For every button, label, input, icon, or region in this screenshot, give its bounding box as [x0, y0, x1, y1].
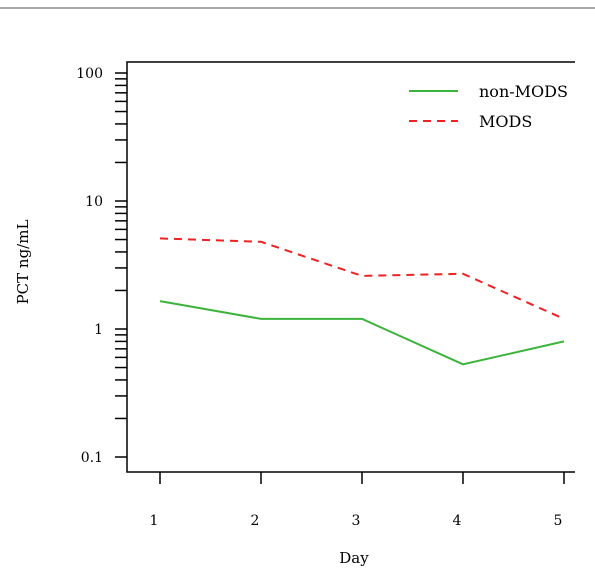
plot-frame [126, 61, 575, 473]
y-tick-label: 0.1 [81, 450, 103, 466]
y-tick-label: 100 [76, 66, 103, 82]
series-line-non-mods [159, 300, 565, 366]
y-axis: 0.1 1 10 100 [76, 66, 127, 466]
legend-label: non-MODS [479, 82, 568, 101]
y-tick-label: 1 [94, 322, 103, 338]
series-line-mods [159, 237, 565, 320]
x-tick-label: 3 [352, 513, 361, 529]
legend: non-MODS MODS [409, 82, 568, 131]
y-tick-label: 10 [85, 194, 103, 210]
x-axis-title: Day [339, 549, 369, 567]
series-layer [159, 237, 565, 366]
x-tick-label: 5 [554, 513, 563, 529]
legend-label: MODS [479, 112, 532, 131]
x-tick-label: 1 [150, 513, 159, 529]
x-axis: 1 2 3 4 5 [150, 472, 565, 529]
x-tick-label: 2 [251, 513, 260, 529]
x-tick-label: 4 [453, 513, 462, 529]
y-axis-title: PCT ng/mL [14, 220, 32, 305]
